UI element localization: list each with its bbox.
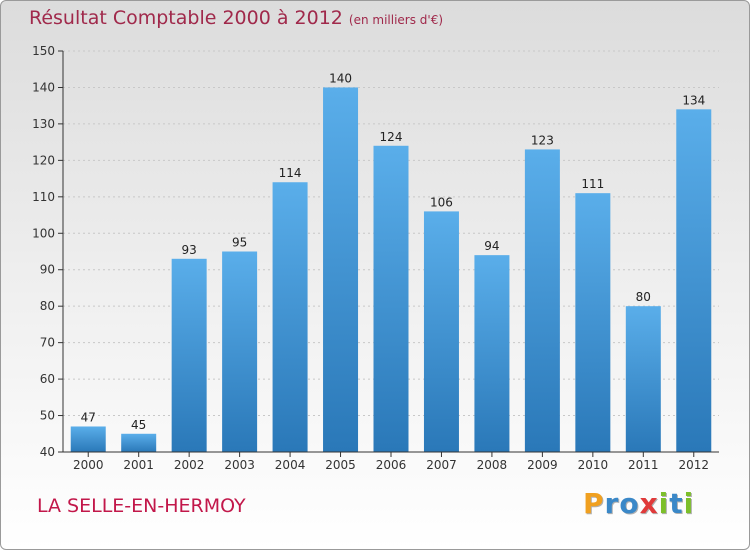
y-tick-label: 90	[40, 263, 55, 277]
y-tick-label: 110	[32, 190, 55, 204]
bar-2010	[575, 193, 611, 452]
y-tick-label: 40	[40, 445, 55, 459]
x-tick-label: 2011	[628, 458, 659, 472]
y-tick-label: 140	[32, 80, 55, 94]
bars	[70, 87, 712, 453]
bar-2012	[676, 109, 712, 452]
bar-2006	[373, 145, 409, 453]
logo-letter: x	[639, 487, 659, 520]
title-text: Résultat Comptable 2000 à 2012	[29, 7, 343, 29]
x-tick-labels: 2000 2001 2002 2003 2004 2005 2006 2007 2008 2009…	[73, 452, 709, 472]
x-tick-label: 2002	[174, 458, 205, 472]
y-tick-label: 100	[32, 226, 55, 240]
value-label-2003: 95	[232, 236, 247, 250]
bar-2008	[474, 255, 510, 452]
x-tick-label: 2006	[376, 458, 407, 472]
y-tick-label: 150	[32, 44, 55, 58]
y-tick-label: 60	[40, 372, 55, 386]
logo-letter: t	[669, 487, 684, 520]
y-tick-label: 120	[32, 153, 55, 167]
x-tick-label: 2008	[477, 458, 508, 472]
x-tick-label: 2005	[325, 458, 356, 472]
unit-note: (en milliers d'€)	[348, 13, 444, 27]
value-label-2007: 106	[430, 195, 453, 209]
y-tick-label: 70	[40, 336, 55, 350]
bar-2004	[272, 182, 308, 452]
value-label-2004: 114	[279, 166, 302, 180]
y-tick-label: 50	[40, 409, 55, 423]
value-label-2010: 111	[581, 177, 604, 191]
logo-letter: i	[683, 487, 695, 520]
bar-2003	[222, 251, 258, 452]
bar-2007	[423, 211, 459, 452]
y-tick-label: 80	[40, 299, 55, 313]
value-label-2009: 123	[531, 133, 554, 147]
y-tick-labels: 40 50 60 70 80 90 100 110 120 130 140 150	[32, 44, 63, 459]
x-tick-label: 2001	[123, 458, 154, 472]
value-label-2011: 80	[636, 290, 651, 304]
x-tick-label: 2010	[578, 458, 609, 472]
bar-2011	[625, 306, 661, 452]
value-label-2008: 94	[484, 239, 499, 253]
value-label-2001: 45	[131, 418, 146, 432]
bar-2009	[524, 149, 560, 452]
logo-letter: P	[583, 487, 605, 520]
commune-name: LA SELLE-EN-HERMOY	[37, 495, 246, 517]
x-tick-label: 2007	[426, 458, 457, 472]
logo-letter: i	[658, 487, 670, 520]
y-tick-label: 130	[32, 117, 55, 131]
bar-2001	[121, 433, 157, 452]
x-tick-label: 2009	[527, 458, 558, 472]
logo-letter: r	[604, 487, 620, 520]
logo-letter: o	[619, 487, 640, 520]
proxiti-logo[interactable]: Proxiti	[583, 487, 694, 520]
x-tick-label: 2003	[224, 458, 255, 472]
value-label-2005: 140	[329, 71, 352, 85]
value-label-2002: 93	[182, 243, 197, 257]
value-labels: 47 45 93 95 114 140 124 106 94 123 111 80 134	[81, 71, 706, 431]
bar-2005	[323, 87, 359, 453]
bar-2000	[70, 426, 106, 452]
bar-2002	[171, 258, 207, 452]
x-tick-label: 2004	[275, 458, 306, 472]
x-tick-label: 2012	[678, 458, 709, 472]
value-label-2000: 47	[81, 410, 96, 424]
value-label-2012: 134	[682, 93, 705, 107]
x-tick-label: 2000	[73, 458, 104, 472]
value-label-2006: 124	[380, 130, 403, 144]
chart-title: Résultat Comptable 2000 à 2012 (en millie…	[29, 7, 443, 29]
